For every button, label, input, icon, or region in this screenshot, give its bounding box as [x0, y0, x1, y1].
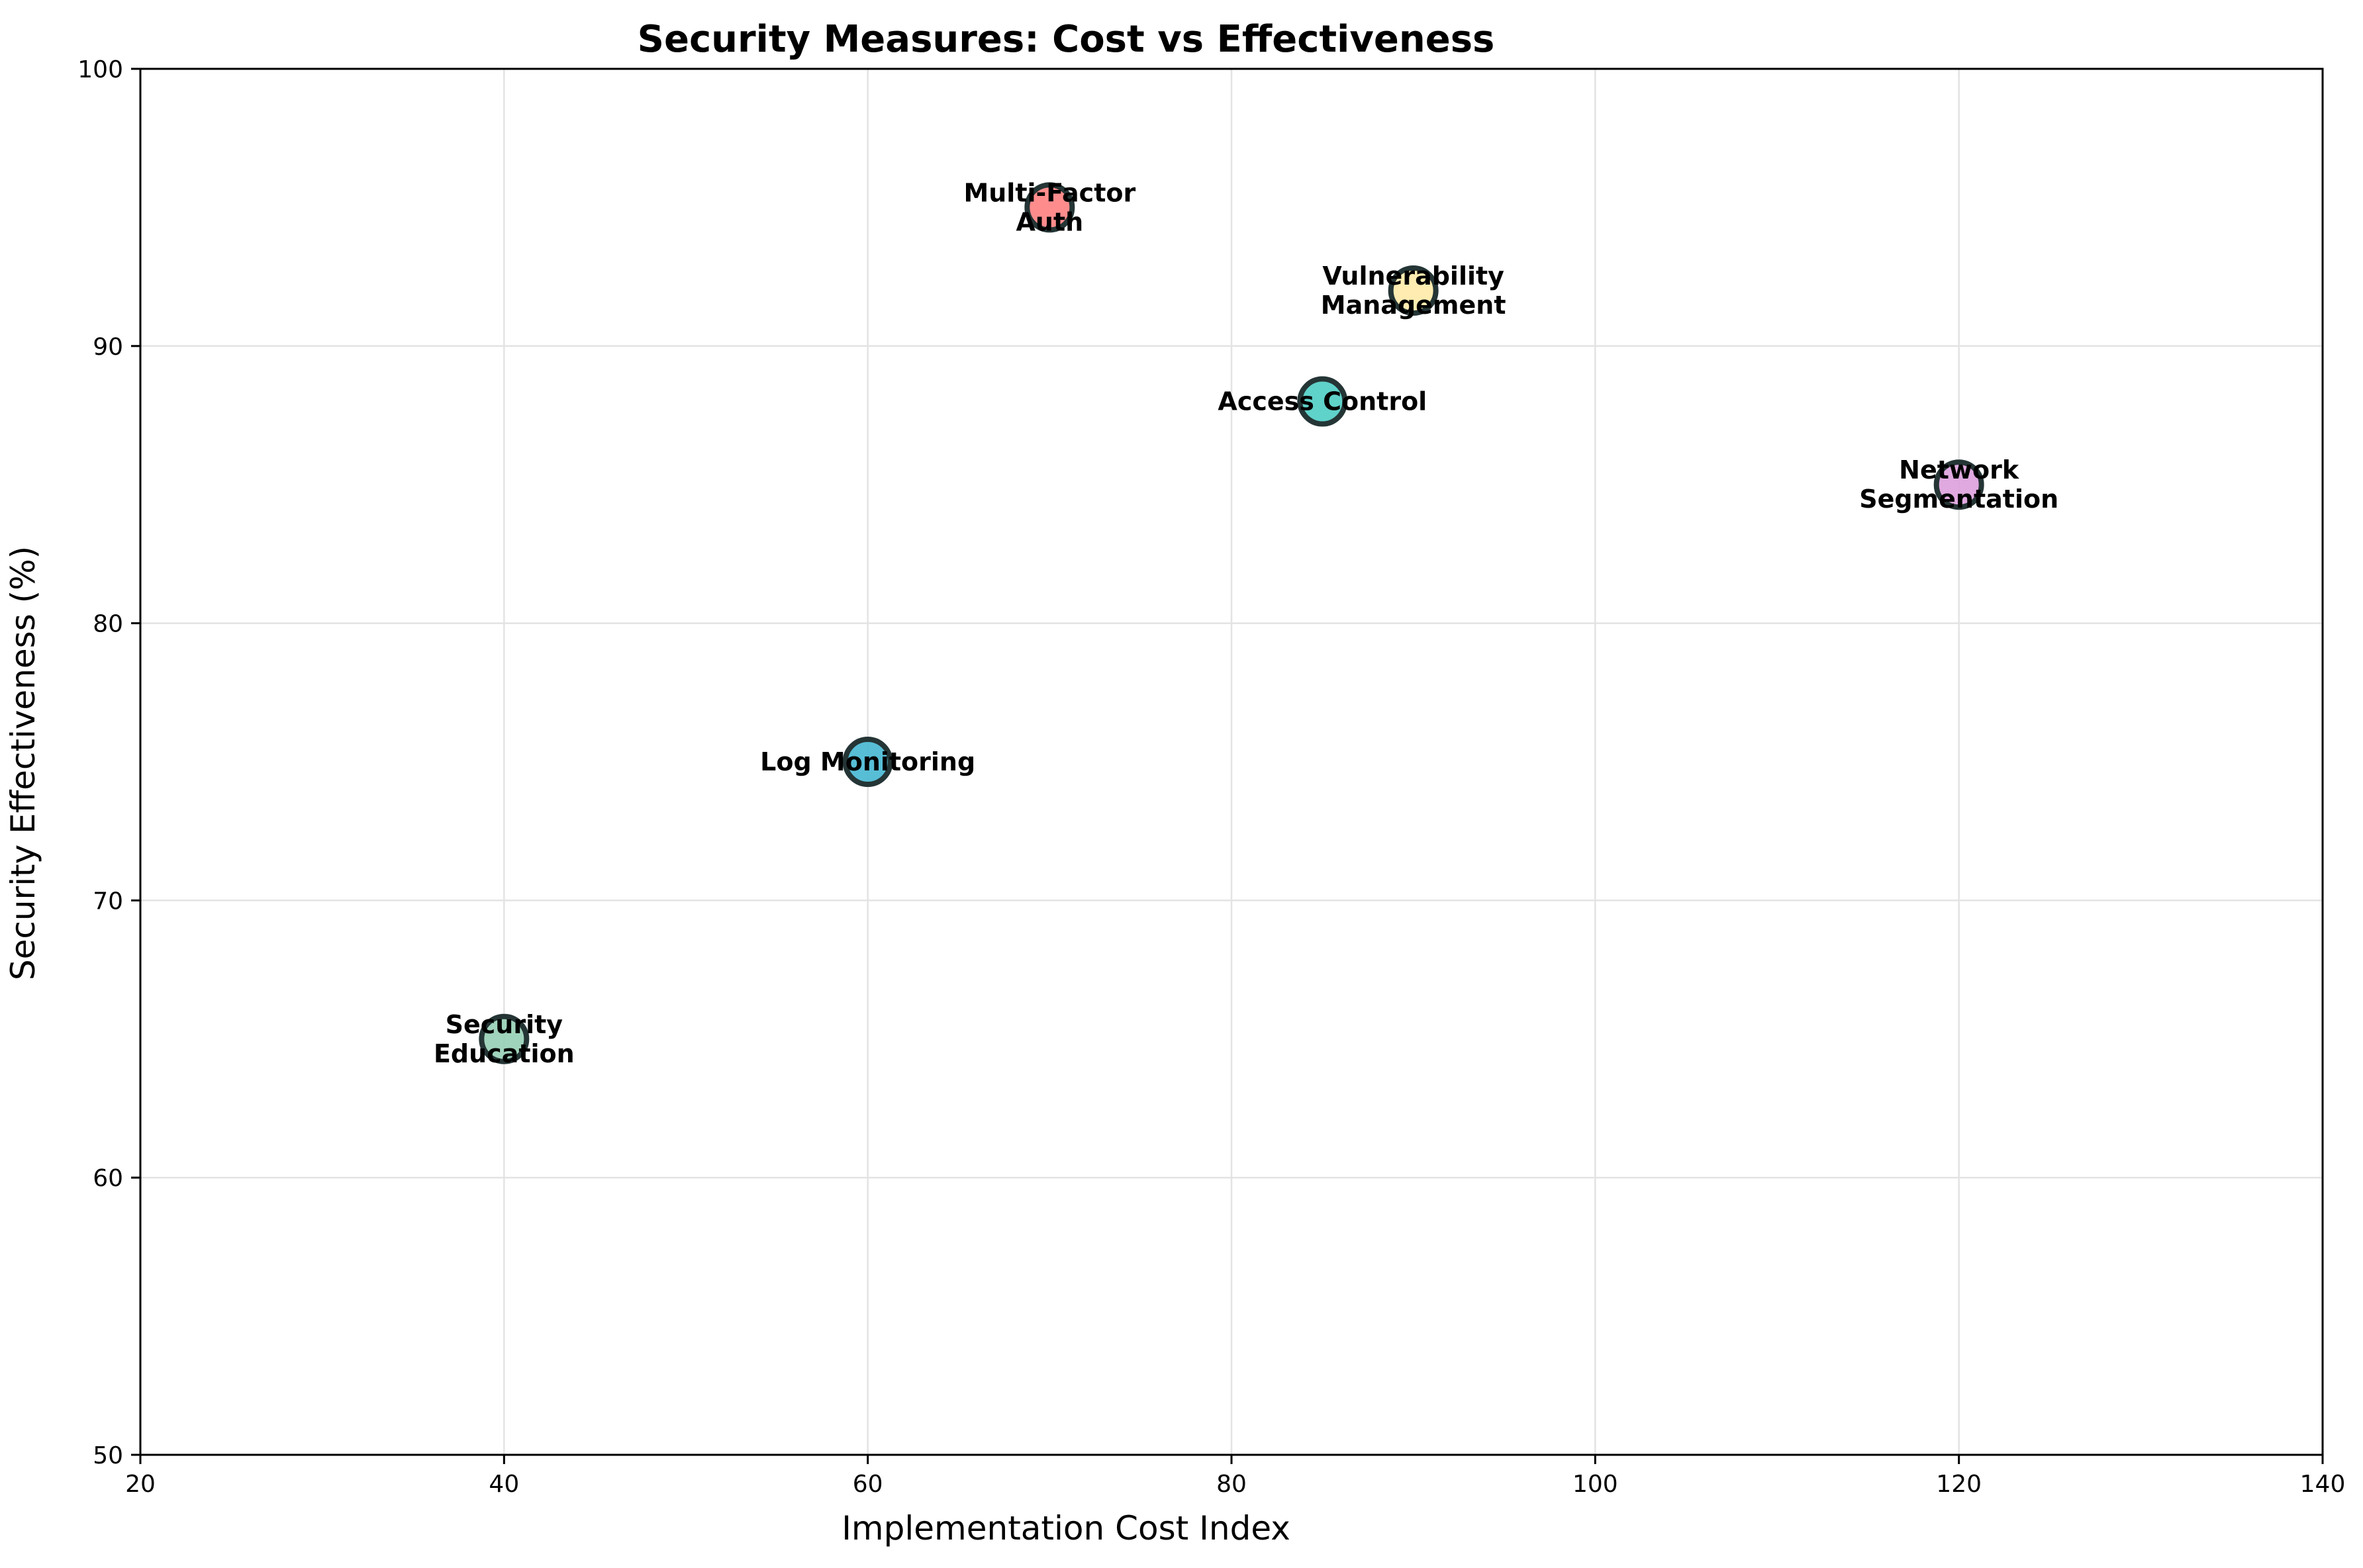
- data-point: [1933, 459, 1984, 510]
- y-tick-label: 60: [93, 1165, 123, 1192]
- grid: [139, 68, 2324, 1456]
- x-tick-label: 100: [1572, 1471, 1618, 1498]
- axes: 20 40 60 80 100 120 140 50 60 70 80 90 100: [77, 56, 2345, 1498]
- data-label: Access Control: [1218, 387, 1427, 416]
- x-tick-label: 60: [853, 1471, 883, 1498]
- x-tick-label: 20: [125, 1471, 156, 1498]
- y-tick-label: 80: [93, 611, 123, 638]
- x-tick-label: 140: [2300, 1471, 2346, 1498]
- data-point: [1388, 265, 1439, 316]
- data-labels: Multi-Factor Auth Vulnerability Management A…: [434, 178, 2058, 1068]
- data-label: Log Monitoring: [760, 747, 975, 776]
- chart-title: Security Measures: Cost vs Effectiveness: [638, 18, 1495, 61]
- data-point: [479, 1013, 530, 1064]
- data-point: [1024, 182, 1075, 233]
- data-label: Network Segmentation: [1859, 455, 2058, 514]
- y-tick-label: 90: [93, 334, 123, 361]
- y-tick-label: 50: [93, 1442, 123, 1469]
- data-point: [842, 737, 893, 787]
- data-points: [479, 182, 1984, 1064]
- data-label: Multi-Factor Auth: [963, 178, 1135, 236]
- y-tick-label: 100: [77, 56, 123, 83]
- data-label: Vulnerability Management: [1321, 261, 1506, 320]
- y-axis-label: Security Effectiveness (%): [4, 546, 42, 980]
- x-tick-label: 40: [489, 1471, 519, 1498]
- x-tick-label: 80: [1216, 1471, 1247, 1498]
- y-tick-label: 70: [93, 888, 123, 915]
- data-point: [1297, 376, 1348, 427]
- x-tick-label: 120: [1936, 1471, 1982, 1498]
- data-label: Security Education: [434, 1010, 575, 1068]
- x-axis-label: Implementation Cost Index: [842, 1509, 1290, 1547]
